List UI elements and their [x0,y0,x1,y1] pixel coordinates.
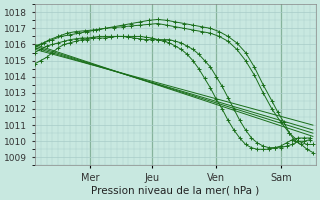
X-axis label: Pression niveau de la mer( hPa ): Pression niveau de la mer( hPa ) [91,186,260,196]
